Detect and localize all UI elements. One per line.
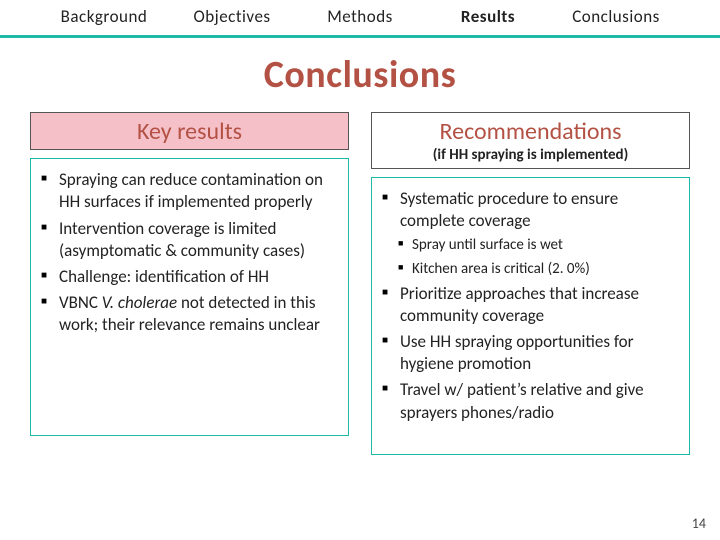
right-column: Recommendations (if HH spraying is imple… xyxy=(371,112,690,455)
right-heading: Recommendations xyxy=(376,119,685,145)
left-heading-box: Key results xyxy=(30,112,349,150)
bullet-item: Use HH spraying opportunities for hygien… xyxy=(378,331,683,375)
nav-tab-background[interactable]: Background xyxy=(40,6,168,27)
sub-bullet-item: Spray until surface is wet xyxy=(392,236,683,256)
nav-tab-objectives[interactable]: Objectives xyxy=(168,6,296,27)
accent-bar xyxy=(0,35,720,38)
sub-bullet-item: Kitchen area is critical (2. 0%) xyxy=(392,260,683,280)
nav-tab-results[interactable]: Results xyxy=(424,6,552,27)
nav-tabs: Background Objectives Methods Results Co… xyxy=(0,0,720,35)
slide: Background Objectives Methods Results Co… xyxy=(0,0,720,540)
sub-bullet-list: Spray until surface is wet Kitchen area i… xyxy=(392,236,683,279)
right-bullet-list: Systematic procedure to ensure complete … xyxy=(378,188,683,424)
left-body-box: Spraying can reduce contamination on HH … xyxy=(30,158,349,436)
bullet-item: Spraying can reduce contamination on HH … xyxy=(37,169,342,213)
right-heading-box: Recommendations (if HH spraying is imple… xyxy=(371,112,690,169)
bullet-item: Systematic procedure to ensure complete … xyxy=(378,188,683,232)
left-bullet-list: Spraying can reduce contamination on HH … xyxy=(37,169,342,336)
bullet-item: Prioritize approaches that increase comm… xyxy=(378,283,683,327)
bullet-item: Challenge: identification of HH xyxy=(37,266,342,288)
left-heading: Key results xyxy=(35,119,344,145)
slide-title: Conclusions xyxy=(0,52,720,98)
nav-tab-conclusions[interactable]: Conclusions xyxy=(552,6,680,27)
content-columns: Key results Spraying can reduce contamin… xyxy=(0,112,720,455)
nav-tab-methods[interactable]: Methods xyxy=(296,6,424,27)
bullet-item: Intervention coverage is limited (asympt… xyxy=(37,218,342,262)
left-column: Key results Spraying can reduce contamin… xyxy=(30,112,349,455)
page-number: 14 xyxy=(692,515,706,532)
bullet-item: VBNC V. cholerae not detected in this wo… xyxy=(37,292,342,336)
right-body-box: Systematic procedure to ensure complete … xyxy=(371,177,690,455)
right-subheading: (if HH spraying is implemented) xyxy=(376,147,685,164)
bullet-item: Travel w/ patient’s relative and give sp… xyxy=(378,379,683,423)
